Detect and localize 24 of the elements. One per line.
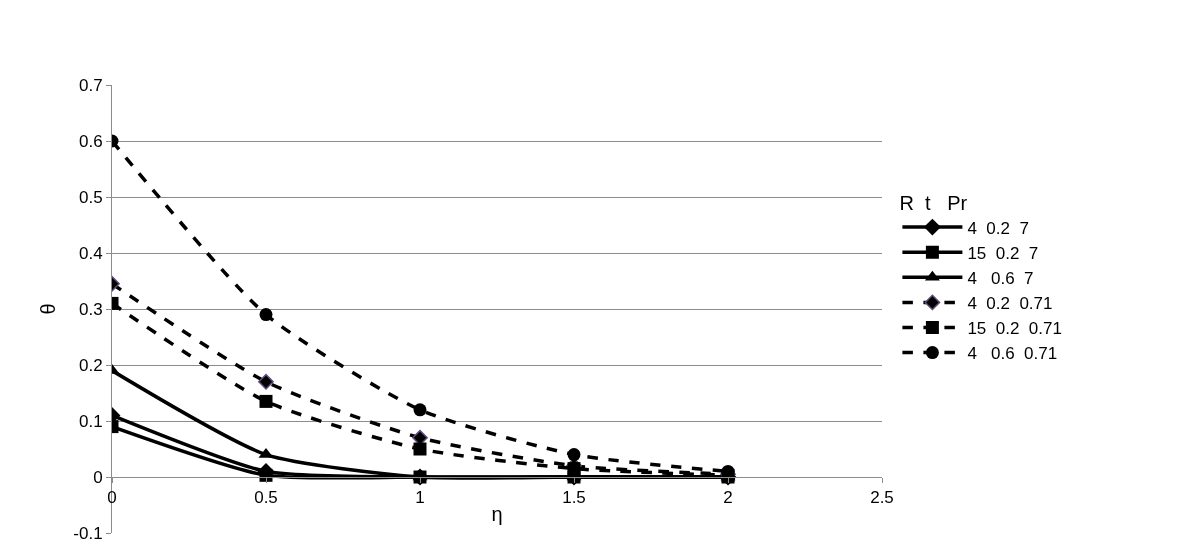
- y-tick-label: -0.1: [73, 523, 103, 543]
- x-axis-title: η: [491, 502, 503, 525]
- y-tick-label: 0: [93, 467, 103, 487]
- legend-label: 4 0.6 7: [967, 268, 1034, 288]
- x-tick-label: 2.5: [870, 488, 894, 508]
- y-tick-label: 0.2: [78, 355, 103, 375]
- y-tick-label: 0.3: [78, 299, 103, 319]
- legend-label: 4 0.2 0.71: [967, 294, 1053, 314]
- x-tick-label: 1.5: [562, 488, 586, 508]
- y-tick-label: 0.1: [78, 411, 103, 431]
- y-tick-label: 0.4: [78, 243, 103, 263]
- y-tick-label: 0.6: [78, 131, 103, 151]
- y-tick-label: 0.5: [78, 187, 103, 207]
- x-tick-label: 1: [415, 488, 425, 508]
- legend-label: 4 0.2 7: [967, 218, 1029, 238]
- legend-label: 15 0.2 7: [967, 243, 1039, 263]
- x-tick-label: 0: [107, 488, 117, 508]
- x-tick-label: 2: [723, 488, 733, 508]
- legend-title: R t Pr: [899, 191, 968, 214]
- legend-label: 4 0.6 0.71: [967, 344, 1058, 364]
- x-tick-label: 0.5: [254, 488, 278, 508]
- legend-label: 15 0.2 0.71: [967, 319, 1062, 339]
- y-tick-label: 0.7: [78, 75, 103, 95]
- y-axis-title: θ: [36, 303, 59, 315]
